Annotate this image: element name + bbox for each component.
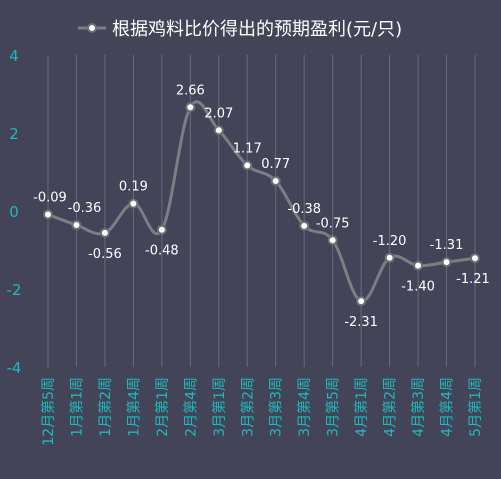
- data-label: -1.31: [430, 238, 464, 253]
- x-tick-label: 1月第4周: [125, 377, 142, 437]
- data-point-marker: [441, 257, 452, 268]
- data-labels: -0.09-0.36 -0.56 0.19 -0.48 2.66 2.07 1.170.77…: [33, 83, 490, 330]
- x-tick-label: 3月第5周: [325, 377, 342, 437]
- data-label: -0.36: [68, 201, 102, 216]
- x-tick-label: 2月第4周: [182, 377, 199, 437]
- data-point-marker: [128, 198, 139, 209]
- data-point-marker: [270, 175, 281, 186]
- y-tick-label: -4: [7, 359, 22, 377]
- series-line: [47, 100, 476, 303]
- data-label: 2.07: [204, 106, 233, 121]
- grid: [47, 55, 476, 367]
- data-label: 0.77: [261, 157, 290, 172]
- data-label: 1.17: [233, 141, 262, 156]
- data-point-marker: [99, 227, 110, 238]
- x-tick-label: 3月第1周: [211, 377, 228, 437]
- y-tick-label: 2: [9, 125, 19, 143]
- data-label: -1.20: [373, 234, 407, 249]
- data-point-marker: [185, 102, 196, 113]
- data-label: -2.31: [344, 315, 378, 330]
- x-tick-label: 3月第2周: [239, 377, 256, 437]
- data-point-marker: [156, 224, 167, 235]
- data-point-marker: [299, 220, 310, 231]
- x-tick-label: 4月第1周: [353, 377, 370, 437]
- data-point-marker: [356, 296, 367, 307]
- data-label: -0.09: [33, 191, 67, 206]
- x-tick-label: 12月第5周: [40, 377, 57, 446]
- y-axis: -4 -2 0 2 4: [7, 47, 22, 377]
- data-label: 2.66: [176, 83, 205, 98]
- data-label: -0.48: [145, 244, 179, 259]
- legend-marker-swatch: [87, 23, 97, 33]
- data-label: -0.75: [316, 216, 350, 231]
- x-tick-label: 4月第2周: [382, 377, 399, 437]
- data-point-marker: [327, 235, 338, 246]
- data-point-marker: [470, 253, 480, 264]
- x-tick-label: 2月第1周: [154, 377, 171, 437]
- data-point-marker: [71, 220, 82, 231]
- data-point-marker: [384, 252, 395, 263]
- data-point-marker: [242, 160, 253, 171]
- data-point-marker: [413, 260, 424, 271]
- data-label: -0.56: [88, 247, 122, 262]
- x-tick-label: 1月第1周: [68, 377, 85, 437]
- x-tick-label: 3月第3周: [268, 377, 285, 437]
- data-point-marker: [213, 125, 224, 136]
- x-axis: 12月第5周 1月第1周 1月第2周 1月第4周 2月第1周 2月第4周 3月第1周 3月第2…: [40, 377, 484, 446]
- data-label: 0.19: [119, 180, 148, 195]
- data-label: -1.21: [456, 272, 490, 287]
- y-tick-label: -2: [7, 281, 22, 299]
- series: [43, 100, 480, 307]
- y-tick-label: 4: [9, 47, 19, 65]
- data-point-marker: [43, 209, 53, 220]
- x-tick-label: 4月第3周: [410, 377, 427, 437]
- data-label: -0.38: [287, 202, 321, 217]
- legend: 根据鸡料比价得出的预期盈利(元/只): [78, 19, 402, 40]
- x-tick-label: 3月第4周: [296, 377, 313, 437]
- x-tick-label: 5月第1周: [467, 377, 484, 437]
- chart-title: 根据鸡料比价得出的预期盈利(元/只): [112, 19, 402, 40]
- x-tick-label: 4月第4周: [439, 377, 456, 437]
- y-tick-label: 0: [9, 203, 19, 221]
- x-tick-label: 1月第2周: [97, 377, 114, 437]
- data-label: -1.40: [401, 280, 435, 295]
